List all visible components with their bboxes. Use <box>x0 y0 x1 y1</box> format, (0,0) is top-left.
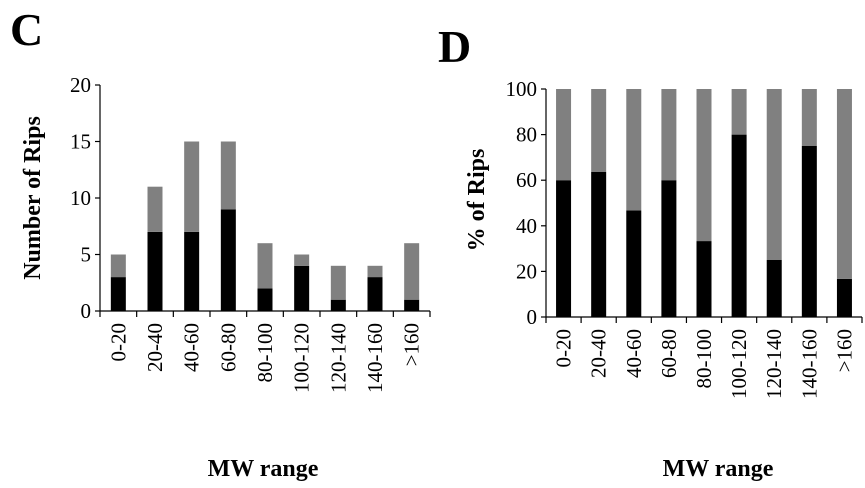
x-tick-label: 20-40 <box>143 323 167 372</box>
y-tick-label: 0 <box>527 305 538 329</box>
bar-segment-black <box>836 278 852 317</box>
plot-area-c: 0 5 10 15 20 0-20 20-40 40-60 60-80 80-100 100-120… <box>70 73 431 393</box>
bar-segment-black <box>184 231 200 311</box>
bar-segment-gray <box>836 89 852 279</box>
x-tick-label: 40-60 <box>622 329 646 378</box>
x-tick-label: >160 <box>400 323 424 366</box>
bar-segment-black <box>404 299 420 311</box>
bar-segment-gray <box>626 89 642 211</box>
bar-segment-black <box>801 146 817 317</box>
x-tick-label: 60-80 <box>657 329 681 378</box>
y-tick-label: 20 <box>70 73 91 97</box>
bar-segment-gray <box>294 254 310 266</box>
y-axis-title-d: % of Rips <box>464 149 490 252</box>
bar-segment-black <box>220 209 236 311</box>
bar-segment-black <box>731 134 747 317</box>
bar-segment-black <box>367 277 383 311</box>
x-tick-label: 100-120 <box>727 329 751 399</box>
bar-segment-black <box>661 180 677 317</box>
bar-segment-gray <box>591 89 607 172</box>
bar-segment-gray <box>257 243 273 289</box>
y-tick-label: 0 <box>81 299 92 323</box>
bar-segment-black <box>110 277 126 311</box>
plot-area-d: 0 20 40 60 80 100 0-20 20-40 40-60 60-80 80-100 100… <box>506 77 863 399</box>
y-tick-label: 80 <box>516 123 537 147</box>
x-tick-label: 140-160 <box>363 323 387 393</box>
y-tick-label: 40 <box>516 214 537 238</box>
bar-segment-black <box>696 241 712 317</box>
bar-segment-black <box>330 299 346 311</box>
bar-segment-gray <box>404 243 420 300</box>
bar-segment-black <box>591 171 607 317</box>
bar-segment-gray <box>330 265 346 300</box>
bar-segment-gray <box>661 89 677 181</box>
bar-segment-gray <box>696 89 712 242</box>
bar-segment-black <box>626 210 642 317</box>
x-tick-label: 100-120 <box>290 323 314 393</box>
x-tick-label: 120-140 <box>326 323 350 393</box>
bar-segment-black <box>556 180 572 317</box>
bar-segment-gray <box>556 89 572 181</box>
x-axis-title-c: MW range <box>208 456 319 482</box>
y-tick-label: 20 <box>516 259 537 283</box>
y-tick-label: 60 <box>516 168 537 192</box>
x-tick-label: 40-60 <box>180 323 204 372</box>
bar-segment-black <box>147 231 163 311</box>
bar-segment-gray <box>147 186 163 232</box>
panel-letter-d: D <box>438 21 471 72</box>
x-tick-label: 0-20 <box>552 329 576 368</box>
x-tick-label: 0-20 <box>106 323 130 362</box>
chart-panel-d: D % of Rips MW range 0 20 40 60 80 100 0-20 20-… <box>438 21 863 482</box>
bar-segment-gray <box>184 141 200 232</box>
panel-letter-c: C <box>10 4 43 55</box>
x-tick-label: 60-80 <box>216 323 240 372</box>
chart-panel-c: C Number of Rips MW range 0 5 10 15 20 0-20 20… <box>10 4 431 482</box>
x-tick-label: 120-140 <box>762 329 786 399</box>
bar-segment-gray <box>801 89 817 146</box>
y-tick-label: 15 <box>70 130 91 154</box>
bar-segment-gray <box>766 89 782 260</box>
x-tick-label: 140-160 <box>797 329 821 399</box>
x-tick-label: 80-100 <box>692 329 716 389</box>
bar-segment-black <box>766 260 782 317</box>
y-tick-label: 100 <box>506 77 538 101</box>
y-axis-title-c: Number of Rips <box>20 116 46 280</box>
bar-segment-black <box>257 288 273 311</box>
bar-segment-gray <box>367 265 383 278</box>
x-tick-label: 20-40 <box>587 329 611 378</box>
x-tick-label: 80-100 <box>253 323 277 383</box>
y-tick-label: 10 <box>70 186 91 210</box>
y-tick-label: 5 <box>81 243 92 267</box>
x-axis-title-d: MW range <box>663 456 774 482</box>
bar-segment-gray <box>731 89 747 135</box>
bar-segment-gray <box>220 141 236 210</box>
bar-segment-gray <box>110 254 126 278</box>
bar-segment-black <box>294 265 310 311</box>
x-tick-label: >160 <box>832 329 856 372</box>
